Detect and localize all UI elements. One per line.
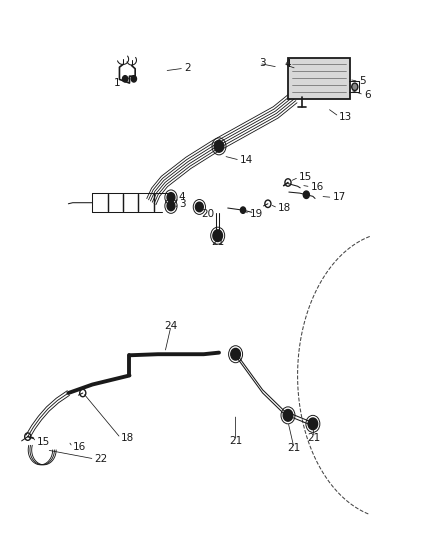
Text: 13: 13 bbox=[339, 111, 352, 122]
Text: 21: 21 bbox=[229, 436, 242, 446]
Text: 18: 18 bbox=[278, 203, 291, 213]
Text: 24: 24 bbox=[164, 321, 177, 331]
Circle shape bbox=[214, 141, 224, 152]
Circle shape bbox=[231, 349, 240, 360]
Circle shape bbox=[213, 230, 223, 241]
Text: 4: 4 bbox=[179, 192, 185, 203]
Circle shape bbox=[131, 76, 137, 82]
FancyBboxPatch shape bbox=[288, 58, 350, 99]
Text: 15: 15 bbox=[36, 437, 50, 447]
Text: 21: 21 bbox=[287, 443, 301, 453]
Circle shape bbox=[308, 418, 318, 430]
Text: 22: 22 bbox=[95, 454, 108, 464]
Circle shape bbox=[167, 192, 175, 202]
Text: 15: 15 bbox=[299, 172, 312, 182]
Text: 3: 3 bbox=[179, 199, 185, 209]
Text: 20: 20 bbox=[201, 209, 215, 220]
Circle shape bbox=[352, 83, 358, 91]
Text: 19: 19 bbox=[250, 209, 263, 220]
Text: 4: 4 bbox=[285, 60, 291, 69]
Text: 5: 5 bbox=[359, 77, 365, 86]
Text: 18: 18 bbox=[121, 433, 134, 443]
Text: 17: 17 bbox=[332, 192, 346, 203]
Circle shape bbox=[123, 76, 128, 82]
Text: 21: 21 bbox=[211, 237, 224, 247]
Text: 3: 3 bbox=[259, 59, 266, 68]
Circle shape bbox=[240, 207, 246, 213]
Circle shape bbox=[167, 201, 175, 211]
Circle shape bbox=[195, 202, 203, 212]
Text: 16: 16 bbox=[311, 182, 324, 192]
Text: 6: 6 bbox=[364, 90, 371, 100]
Circle shape bbox=[303, 191, 309, 198]
Circle shape bbox=[283, 409, 293, 421]
Text: 16: 16 bbox=[73, 442, 86, 452]
Text: 14: 14 bbox=[240, 155, 253, 165]
Text: 1: 1 bbox=[114, 78, 121, 88]
Text: 2: 2 bbox=[184, 63, 191, 73]
Text: 21: 21 bbox=[307, 433, 321, 443]
